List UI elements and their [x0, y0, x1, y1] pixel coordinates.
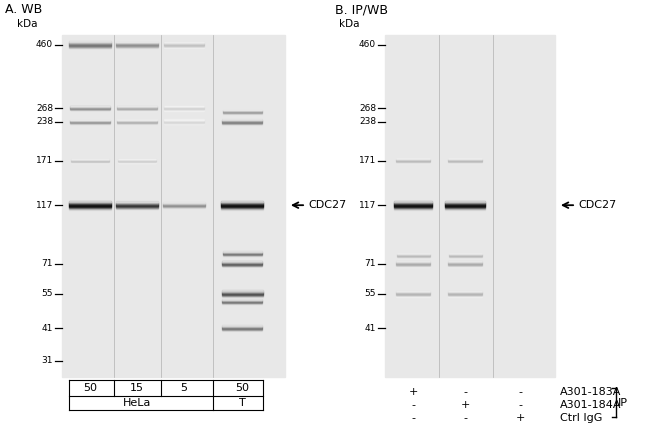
Text: +: + [515, 413, 525, 423]
Text: 41: 41 [365, 323, 376, 332]
Bar [221, 205, 263, 206]
Bar [221, 201, 263, 202]
Bar [394, 204, 432, 205]
Bar [69, 201, 111, 202]
Text: +: + [460, 400, 470, 410]
Bar [69, 209, 111, 210]
Text: 117: 117 [359, 201, 376, 210]
Text: IP: IP [618, 397, 628, 408]
Bar [69, 208, 111, 209]
Bar [221, 202, 263, 203]
Text: 55: 55 [365, 289, 376, 298]
Bar [445, 207, 485, 208]
Text: 50: 50 [83, 383, 97, 393]
Text: -: - [463, 413, 467, 423]
Text: 41: 41 [42, 323, 53, 332]
Text: -: - [411, 400, 415, 410]
Text: 5: 5 [181, 383, 187, 393]
Text: 460: 460 [36, 40, 53, 49]
Bar [221, 206, 263, 207]
Bar [445, 204, 485, 205]
Bar [394, 209, 432, 210]
Text: 171: 171 [359, 156, 376, 165]
Text: B. IP/WB: B. IP/WB [335, 3, 388, 16]
Text: 268: 268 [36, 104, 53, 113]
Text: A. WB: A. WB [5, 3, 42, 16]
Bar [69, 207, 111, 208]
Text: -: - [518, 400, 522, 410]
Text: CDC27: CDC27 [578, 200, 616, 210]
Text: A301-184A: A301-184A [560, 400, 621, 410]
Bar [394, 207, 432, 208]
Text: -: - [463, 387, 467, 397]
Bar [394, 203, 432, 204]
Bar [69, 203, 111, 204]
Bar [385, 35, 555, 377]
Bar [445, 205, 485, 206]
Bar [221, 208, 263, 209]
Text: -: - [411, 413, 415, 423]
Text: 238: 238 [359, 117, 376, 127]
Text: Ctrl IgG: Ctrl IgG [560, 413, 603, 423]
Text: T: T [239, 398, 246, 408]
Bar [394, 201, 432, 202]
Text: kDa: kDa [339, 19, 360, 29]
Bar [445, 202, 485, 203]
Text: 238: 238 [36, 117, 53, 127]
Text: 55: 55 [42, 289, 53, 298]
Text: 117: 117 [36, 201, 53, 210]
Bar [445, 208, 485, 209]
Bar [221, 207, 263, 208]
Bar [69, 204, 111, 205]
Text: kDa: kDa [18, 19, 38, 29]
Bar [394, 206, 432, 207]
Bar [445, 209, 485, 210]
Text: 50: 50 [235, 383, 249, 393]
Text: 71: 71 [365, 259, 376, 268]
Text: 460: 460 [359, 40, 376, 49]
Bar [445, 203, 485, 204]
Text: A301-183A: A301-183A [560, 387, 621, 397]
Text: -: - [518, 387, 522, 397]
Bar [394, 208, 432, 209]
Bar [69, 206, 111, 207]
Text: +: + [408, 387, 418, 397]
Text: 268: 268 [359, 104, 376, 113]
Bar [69, 202, 111, 203]
Text: 171: 171 [36, 156, 53, 165]
Bar [221, 203, 263, 204]
Bar [394, 202, 432, 203]
Text: 71: 71 [42, 259, 53, 268]
Text: 31: 31 [42, 356, 53, 366]
Bar [69, 205, 111, 206]
Bar [62, 35, 285, 377]
Bar [394, 205, 432, 206]
Text: CDC27: CDC27 [308, 200, 346, 210]
Text: HeLa: HeLa [123, 398, 151, 408]
Text: 15: 15 [130, 383, 144, 393]
Bar [221, 209, 263, 210]
Bar [445, 201, 485, 202]
Bar [221, 204, 263, 205]
Bar [445, 206, 485, 207]
